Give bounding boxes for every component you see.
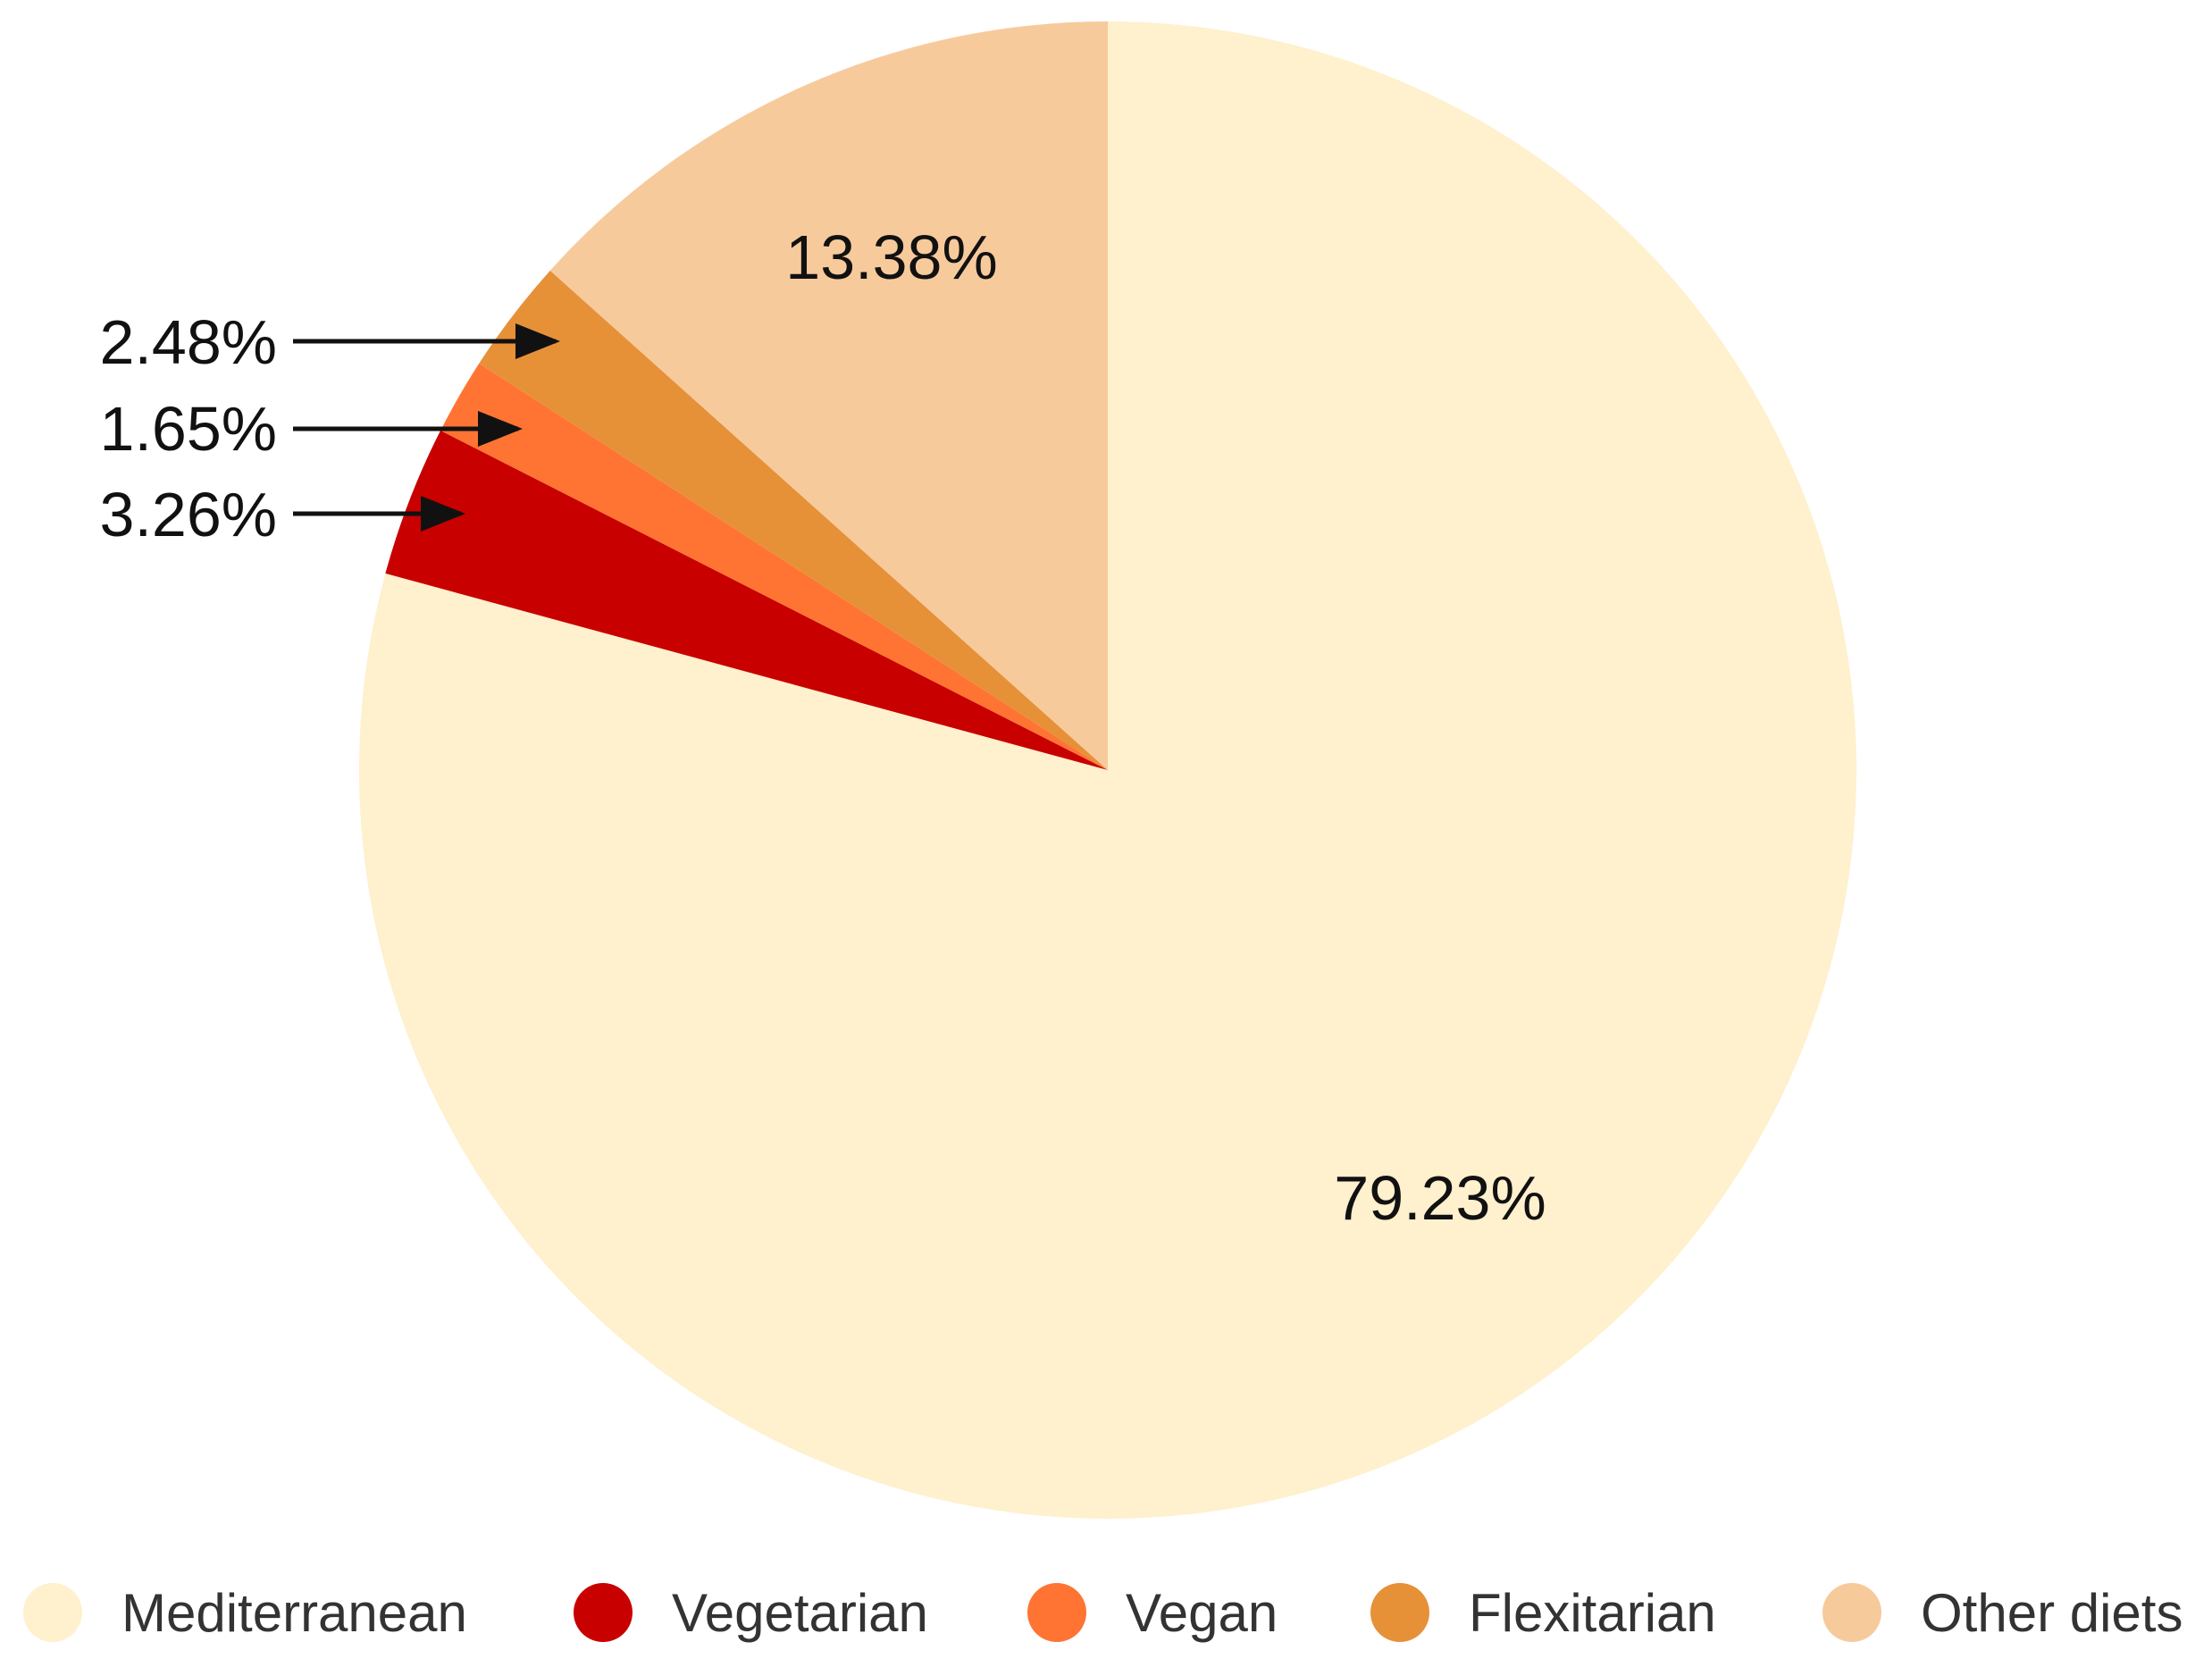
slice-mediterranean[interactable] xyxy=(358,21,1856,1519)
legend-label: Vegan xyxy=(1126,1582,1278,1643)
legend: Mediterranean Vegetarian Vegan Flexitari… xyxy=(0,1572,2212,1653)
legend-label: Other diets xyxy=(1921,1582,2183,1643)
legend-label: Flexitarian xyxy=(1469,1582,1716,1643)
legend-label: Vegetarian xyxy=(672,1582,928,1643)
label-vegetarian: 3.26% xyxy=(100,480,277,549)
slice-other-diets[interactable] xyxy=(549,21,1108,770)
legend-dot-icon xyxy=(1027,1583,1086,1642)
slice-vegan[interactable] xyxy=(440,363,1109,770)
label-mediterranean: 79.23% xyxy=(1334,1163,1546,1233)
label-flexitarian: 2.48% xyxy=(100,307,277,377)
legend-item-other-diets[interactable]: Other diets xyxy=(1822,1572,2183,1653)
legend-item-vegan[interactable]: Vegan xyxy=(1027,1572,1278,1653)
label-vegan: 1.65% xyxy=(100,394,277,464)
legend-dot-icon xyxy=(1370,1583,1429,1642)
slice-vegetarian[interactable] xyxy=(385,430,1108,770)
legend-dot-icon xyxy=(23,1583,82,1642)
legend-item-vegetarian[interactable]: Vegetarian xyxy=(574,1572,928,1653)
slice-flexitarian[interactable] xyxy=(479,270,1108,770)
legend-dot-icon xyxy=(574,1583,633,1642)
legend-dot-icon xyxy=(1822,1583,1881,1642)
legend-label: Mediterranean xyxy=(121,1582,467,1643)
label-other-diets: 13.38% xyxy=(785,222,997,292)
legend-item-mediterranean[interactable]: Mediterranean xyxy=(23,1572,467,1653)
legend-item-flexitarian[interactable]: Flexitarian xyxy=(1370,1572,1716,1653)
